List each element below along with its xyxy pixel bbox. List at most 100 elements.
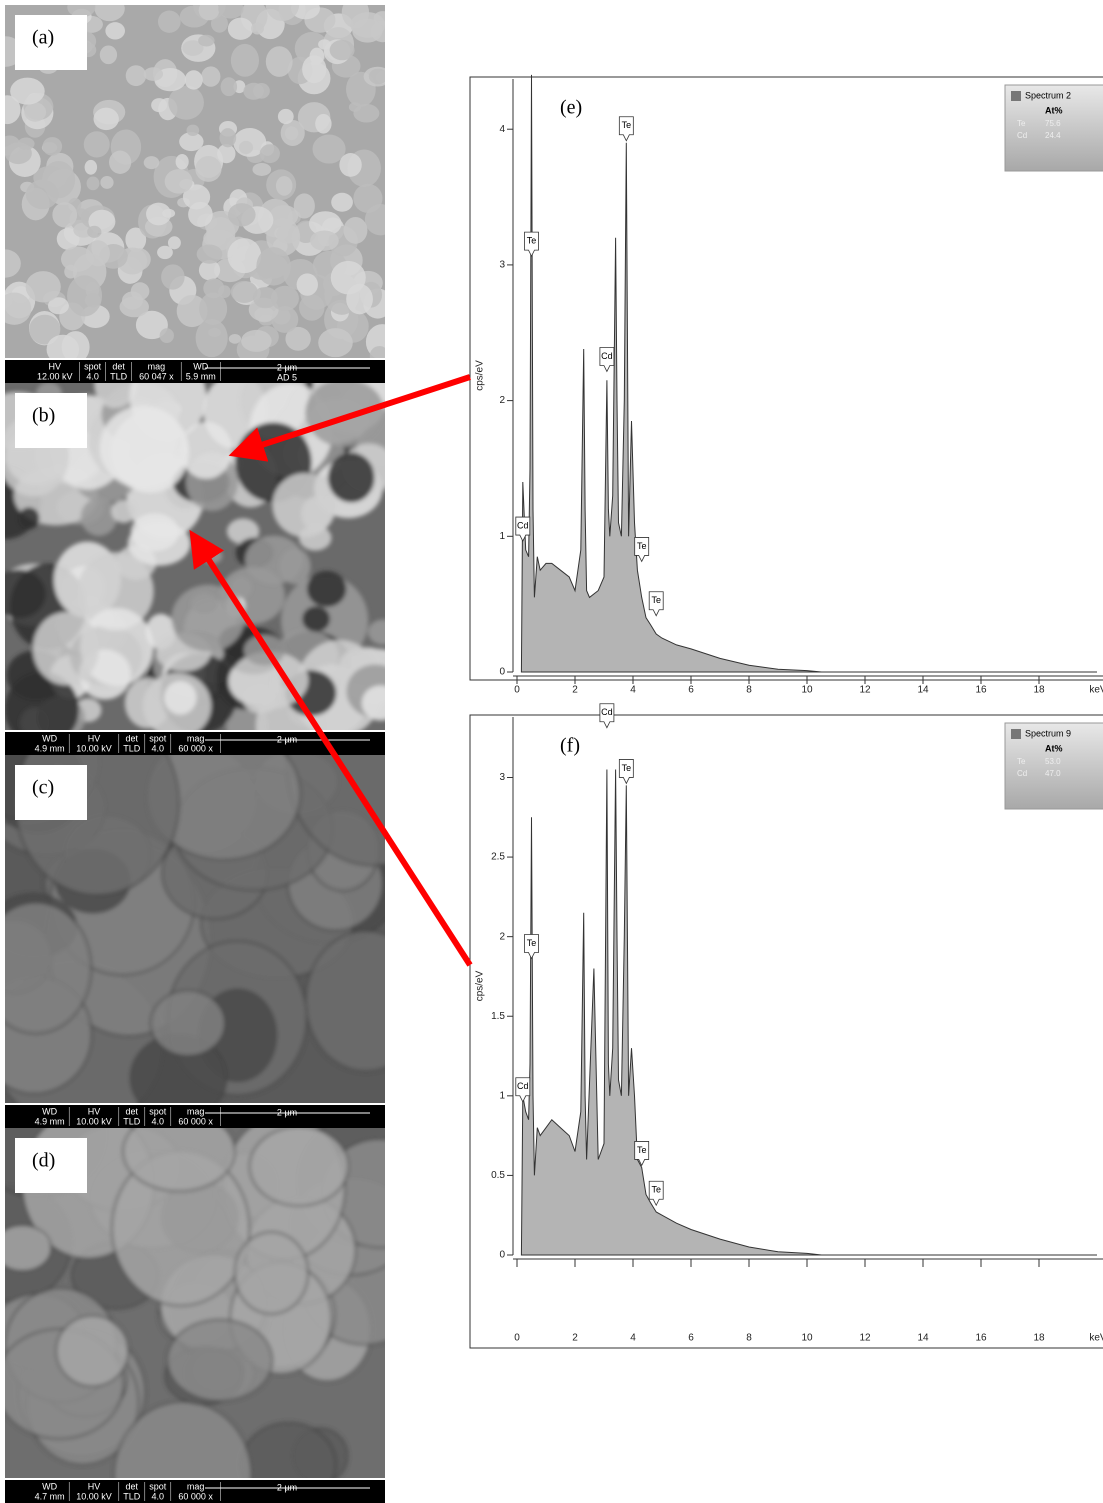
grain [180, 422, 232, 479]
grain [151, 98, 167, 112]
y-tick-label: 1.5 [491, 1011, 505, 1022]
grain [165, 169, 193, 193]
x-tick-label: 12 [859, 685, 871, 696]
grain [228, 203, 256, 226]
peak-label-text: Cd [601, 351, 613, 361]
panel-label: (f) [560, 735, 580, 757]
x-tick-label: 8 [746, 1333, 752, 1344]
grain [201, 66, 220, 86]
x-tick-label: 2 [572, 1333, 578, 1344]
grain [297, 273, 318, 295]
grain [161, 264, 185, 289]
grain [42, 137, 62, 156]
peak-label-text: Te [651, 1185, 661, 1195]
grain [87, 176, 100, 190]
grain [243, 83, 264, 100]
peak-label-text: Te [622, 763, 632, 773]
info-value: 10.00 kV [76, 1491, 112, 1501]
figure: (a)HV12.00 kVspot4.0detTLDmag60 047 xWD5… [0, 0, 1103, 1503]
info-header: mag [148, 361, 166, 371]
grain [302, 606, 330, 632]
grain [278, 109, 294, 124]
y-axis-label: cps/eV [475, 360, 486, 391]
grain [362, 685, 400, 720]
panel-label: (e) [560, 97, 582, 119]
grain [294, 193, 315, 218]
composition-element: Te [1017, 757, 1026, 766]
grain [276, 225, 299, 244]
y-tick-label: 0 [499, 667, 505, 678]
x-tick-label: 18 [1033, 1333, 1045, 1344]
grain [310, 230, 339, 250]
grain [131, 282, 150, 300]
grain [196, 319, 228, 357]
spectrum-chart: 01234024681012141618keVcps/eV(e)TeCdCdTe… [470, 75, 1103, 696]
grain [352, 19, 382, 43]
grain [195, 156, 221, 182]
info-header: spot [84, 361, 102, 371]
y-tick-label: 4 [499, 124, 505, 135]
grain [250, 1127, 349, 1206]
info-value: 4.0 [152, 1491, 165, 1501]
x-tick-label: 16 [975, 1333, 987, 1344]
grain [313, 134, 346, 163]
panel-label: (d) [32, 1150, 55, 1172]
grain [252, 163, 271, 176]
grain [229, 334, 241, 344]
info-header: det [126, 733, 139, 743]
grain [302, 55, 326, 83]
grain [151, 991, 225, 1056]
info-value: TLD [123, 1116, 141, 1126]
scale-label: 2 µm [277, 362, 297, 372]
x-tick-label: 12 [859, 1333, 871, 1344]
grain [218, 0, 243, 19]
grain [131, 513, 179, 551]
info-value: 4.0 [86, 371, 99, 381]
peak-label-text: Te [527, 235, 537, 245]
sem-panel: (a)HV12.00 kVspot4.0detTLDmag60 047 xWD5… [0, 0, 399, 383]
grain [315, 114, 331, 134]
grain [0, 1225, 51, 1271]
grain [47, 335, 80, 364]
panel-label: (c) [32, 777, 54, 799]
grain [33, 612, 99, 685]
info-value: 4.0 [152, 743, 165, 753]
info-value: 4.9 mm [35, 743, 65, 753]
x-tick-label: 10 [801, 685, 813, 696]
grain [239, 141, 253, 154]
grain [162, 209, 175, 218]
sem-panel: (d)WD4.7 mmHV10.00 kVdetTLDspot4.0mag60 … [0, 1073, 437, 1503]
grain [276, 176, 293, 196]
grain [301, 496, 332, 531]
grain [84, 131, 110, 157]
grain [18, 138, 35, 150]
grain [266, 46, 293, 77]
y-tick-label: 3 [499, 260, 505, 271]
grain [220, 128, 237, 147]
info-header: WD [42, 1481, 57, 1491]
composition-title: Spectrum 2 [1025, 90, 1071, 100]
grain [306, 931, 427, 1071]
x-tick-label: 4 [630, 1333, 636, 1344]
scale-label: 2 µm [277, 1482, 297, 1492]
grain [231, 44, 259, 77]
info-note: AD 5 [277, 372, 297, 382]
y-tick-label: 3 [499, 772, 505, 783]
grain [305, 379, 384, 448]
grain [18, 507, 39, 529]
y-tick-label: 0 [499, 1250, 505, 1261]
grain [144, 67, 163, 81]
x-tick-label: 2 [572, 685, 578, 696]
peak-label-text: Cd [517, 520, 529, 530]
grain [42, 161, 75, 198]
info-header: spot [149, 1481, 167, 1491]
peak-label-text: Te [622, 120, 632, 130]
peak-label-text: Cd [517, 1081, 529, 1091]
grain [81, 498, 117, 536]
composition-value: 75.6 [1045, 119, 1061, 128]
grain [369, 69, 388, 85]
info-value: 60 000 x [178, 1491, 213, 1501]
x-tick-label: 4 [630, 685, 636, 696]
grain [228, 18, 253, 40]
composition-value: 53.0 [1045, 757, 1061, 766]
